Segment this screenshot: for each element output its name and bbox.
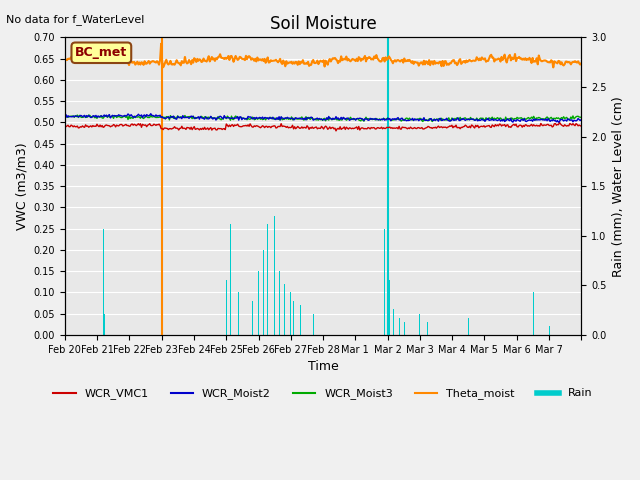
Bar [484,322,486,335]
Bar [293,301,294,335]
Bar [230,225,231,335]
Y-axis label: Rain (mm), Water Level (cm): Rain (mm), Water Level (cm) [612,96,625,276]
Bar [389,280,390,335]
Bar [238,292,239,335]
Bar [252,301,253,335]
Bar [284,284,285,335]
Text: BC_met: BC_met [76,46,127,59]
Bar [103,228,104,335]
Bar [427,322,428,335]
Bar [258,271,259,335]
Bar [548,326,550,335]
X-axis label: Time: Time [308,360,339,373]
Bar [300,305,301,335]
Bar [278,271,280,335]
Bar [290,292,291,335]
Bar [533,292,534,335]
Y-axis label: VWC (m3/m3): VWC (m3/m3) [15,143,28,230]
Text: No data for f_WaterLevel: No data for f_WaterLevel [6,14,145,25]
Title: Soil Moisture: Soil Moisture [269,15,376,33]
Bar [104,314,105,335]
Bar [468,318,469,335]
Bar [263,250,264,335]
Bar [384,228,385,335]
Bar [313,314,314,335]
Bar [419,314,420,335]
Bar [226,280,227,335]
Legend: WCR_VMC1, WCR_Moist2, WCR_Moist3, Theta_moist, Rain: WCR_VMC1, WCR_Moist2, WCR_Moist3, Theta_… [49,384,597,404]
